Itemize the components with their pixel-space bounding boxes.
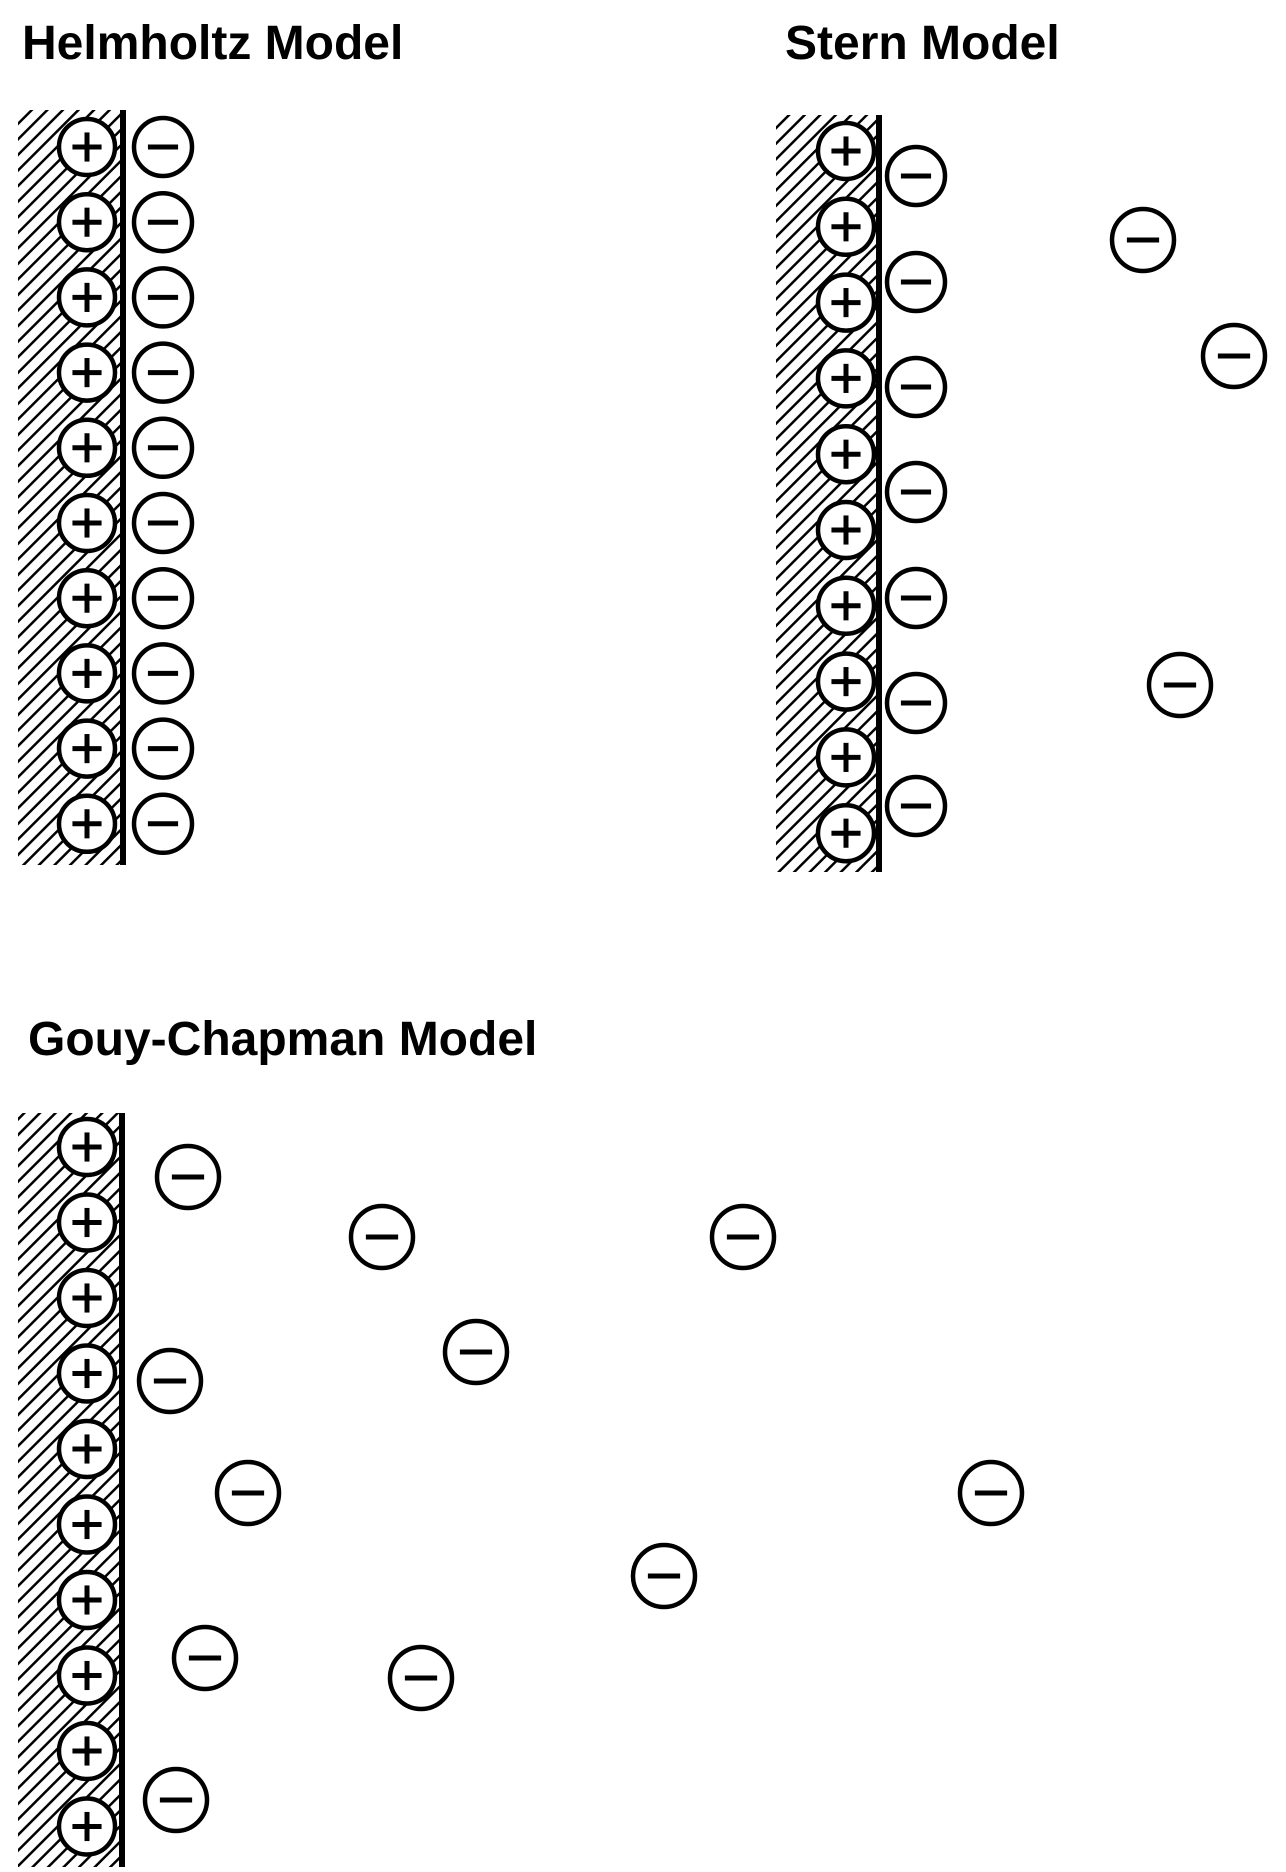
positive-ion-icon (56, 1116, 118, 1178)
positive-ion-icon (56, 1569, 118, 1631)
positive-ion-icon (56, 267, 118, 328)
positive-ion-icon (56, 1796, 118, 1857)
negative-ion-icon (131, 266, 195, 329)
negative-ion-icon (1200, 322, 1268, 390)
negative-ion-icon (1109, 206, 1177, 274)
positive-ion-icon (56, 567, 118, 629)
negative-ion-icon (131, 341, 195, 404)
positive-ion-icon (815, 423, 877, 485)
negative-ion-icon (131, 491, 195, 555)
positive-ion-icon (56, 1192, 118, 1253)
negative-ion-icon (131, 717, 195, 780)
negative-ion-icon (957, 1459, 1025, 1527)
helmholtz-title: Helmholtz Model (22, 17, 404, 70)
positive-ion-icon (815, 272, 877, 333)
positive-ion-icon (815, 196, 877, 258)
negative-ion-icon (131, 566, 195, 630)
negative-ion-icon (884, 566, 948, 630)
positive-ion-icon (815, 727, 877, 788)
negative-ion-icon (884, 355, 948, 419)
positive-ion-icon (56, 191, 118, 253)
positive-ion-icon (56, 1645, 118, 1706)
negative-ion-icon (884, 460, 948, 524)
positive-ion-icon (56, 718, 118, 779)
negative-ion-icon (131, 190, 195, 254)
negative-ion-icon (136, 1347, 204, 1415)
negative-ion-icon (884, 144, 948, 208)
negative-ion-icon (1146, 651, 1214, 719)
positive-ion-icon (56, 1720, 118, 1782)
positive-ion-icon (56, 793, 118, 855)
negative-ion-icon (387, 1644, 455, 1712)
negative-ion-icon (142, 1766, 210, 1834)
negative-ion-icon (171, 1624, 239, 1692)
positive-ion-icon (56, 1267, 118, 1329)
negative-ion-icon (154, 1143, 222, 1211)
gouy-chapman-title: Gouy-Chapman Model (28, 1013, 538, 1066)
stern-title: Stern Model (785, 17, 1060, 70)
positive-ion-icon (56, 342, 118, 403)
positive-ion-icon (56, 1343, 118, 1404)
positive-ion-icon (56, 417, 118, 479)
negative-ion-icon (709, 1203, 777, 1271)
positive-ion-icon (815, 348, 877, 409)
negative-ion-icon (630, 1542, 698, 1610)
positive-ion-icon (815, 575, 877, 637)
positive-ion-icon (815, 499, 877, 561)
negative-ion-icon (131, 792, 195, 856)
negative-ion-icon (131, 115, 195, 179)
positive-ion-icon (56, 1418, 118, 1480)
negative-ion-icon (884, 671, 948, 735)
positive-ion-icon (815, 802, 877, 864)
positive-ion-icon (56, 116, 118, 178)
negative-ion-icon (131, 416, 195, 480)
negative-ion-icon (884, 250, 948, 314)
positive-ion-icon (56, 1494, 118, 1555)
positive-ion-icon (815, 120, 877, 182)
positive-ion-icon (815, 651, 877, 712)
negative-ion-icon (348, 1203, 416, 1271)
negative-ion-icon (131, 642, 195, 705)
positive-ion-icon (56, 643, 118, 704)
positive-ion-icon (56, 492, 118, 554)
negative-ion-icon (214, 1459, 282, 1527)
negative-ion-icon (884, 774, 948, 838)
negative-ion-icon (442, 1318, 510, 1386)
